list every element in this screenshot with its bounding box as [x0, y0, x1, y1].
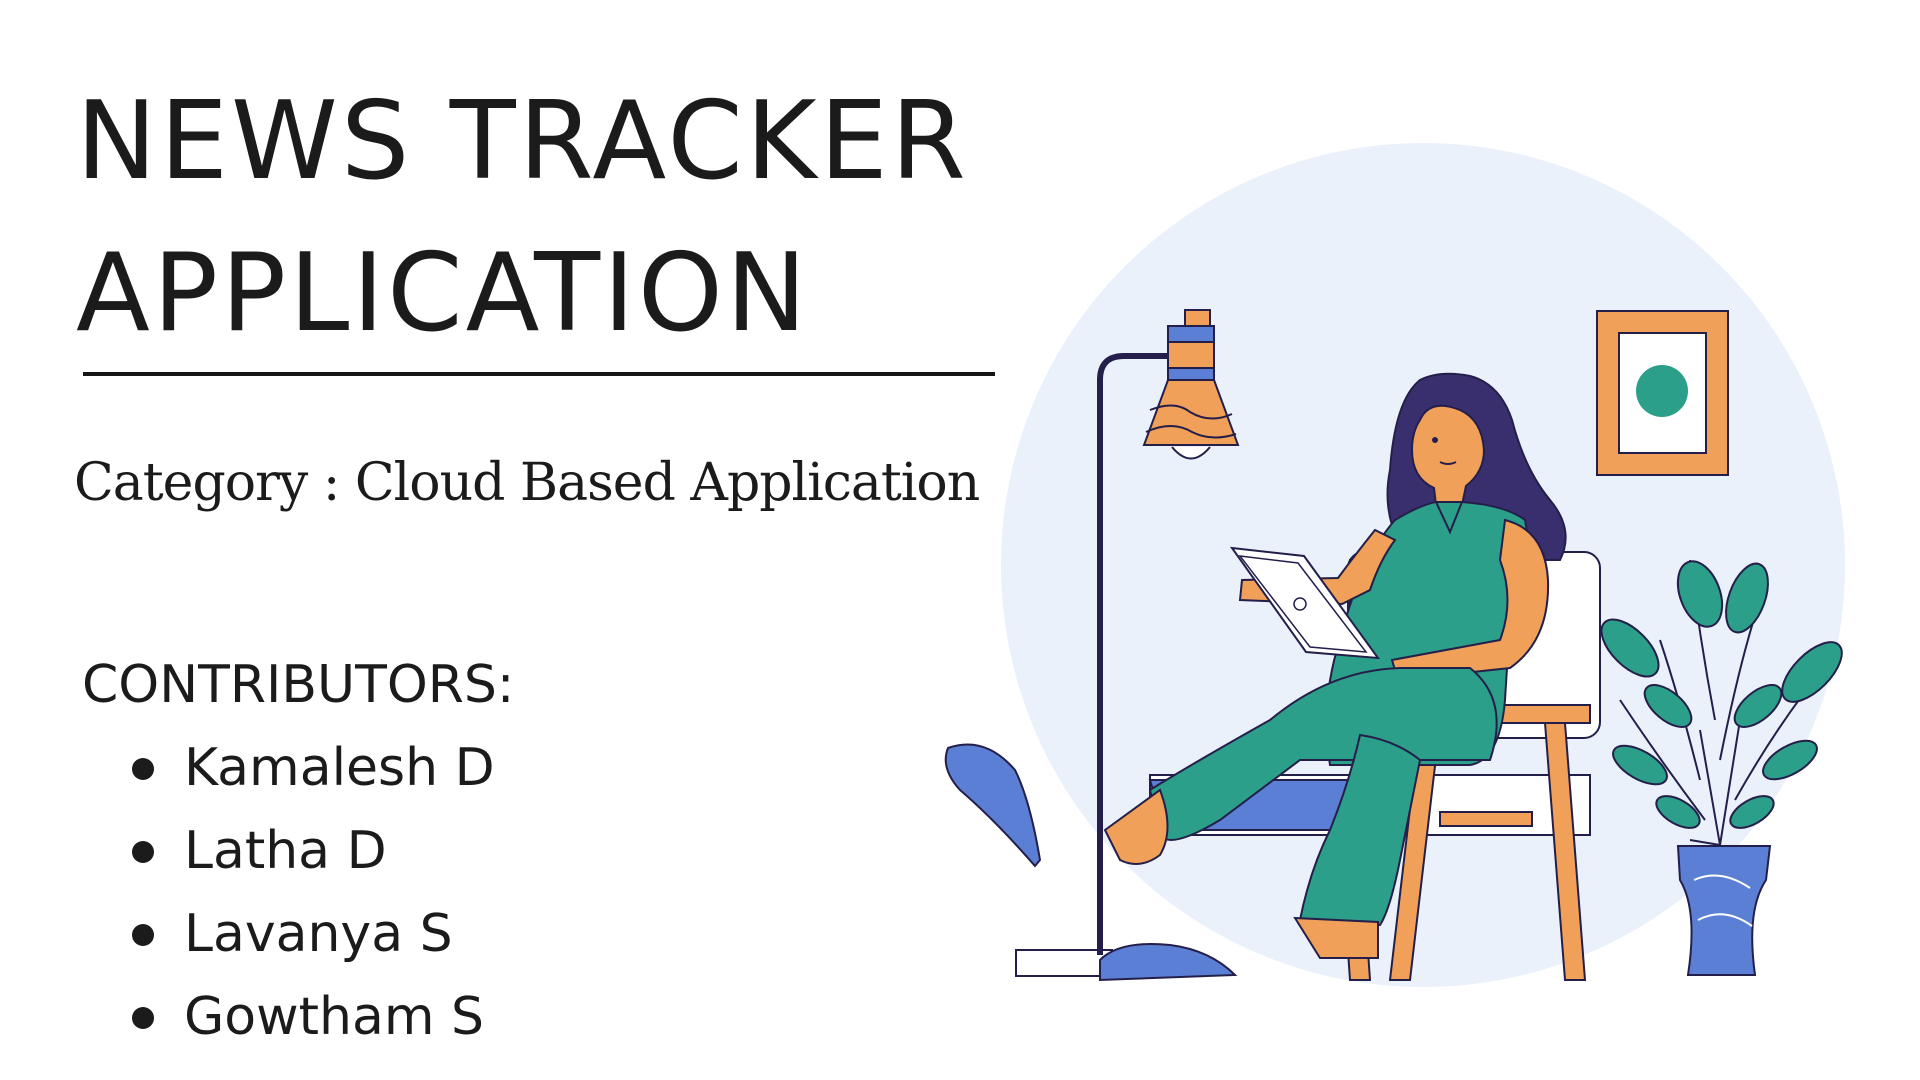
bullet-icon — [132, 758, 154, 780]
potted-plant-icon — [1600, 559, 1843, 976]
title-divider — [83, 372, 995, 376]
contributors-heading: CONTRIBUTORS: — [82, 655, 515, 715]
contributor-name: Lavanya S — [184, 904, 453, 964]
category-text: Category : Cloud Based Application — [74, 453, 980, 513]
reading-woman-illustration — [944, 143, 1845, 987]
bullet-icon — [132, 1007, 154, 1029]
wall-frame-icon — [1596, 310, 1729, 476]
tablet-icon — [1229, 546, 1381, 660]
woman-figure — [944, 372, 1567, 982]
floor-lamp-icon — [1015, 309, 1240, 977]
contributor-name: Gowtham S — [184, 987, 485, 1047]
bullet-icon — [132, 924, 154, 946]
page-title: NEWS TRACKER APPLICATION — [76, 66, 969, 370]
contributor-name: Kamalesh D — [184, 738, 495, 798]
bullet-icon — [132, 841, 154, 863]
title-line-2: APPLICATION — [76, 231, 810, 356]
contributor-name: Latha D — [184, 821, 387, 881]
title-line-1: NEWS TRACKER — [76, 79, 969, 204]
